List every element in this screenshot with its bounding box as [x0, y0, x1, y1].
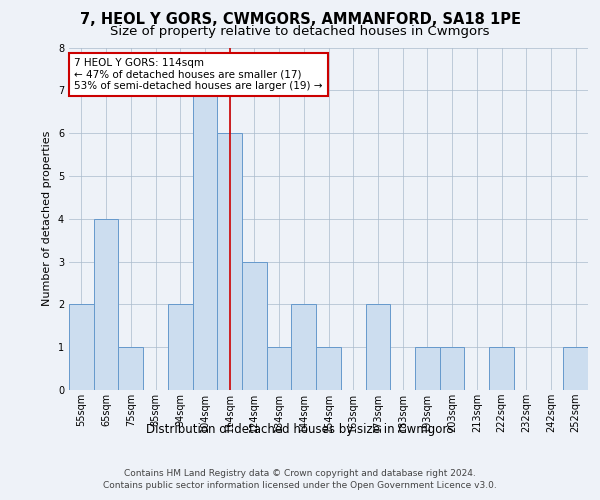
- Bar: [118, 347, 143, 390]
- Bar: [217, 133, 242, 390]
- Text: Contains HM Land Registry data © Crown copyright and database right 2024.: Contains HM Land Registry data © Crown c…: [124, 469, 476, 478]
- Bar: [316, 347, 341, 390]
- Text: Size of property relative to detached houses in Cwmgors: Size of property relative to detached ho…: [110, 25, 490, 38]
- Text: Contains public sector information licensed under the Open Government Licence v3: Contains public sector information licen…: [103, 481, 497, 490]
- Bar: [69, 304, 94, 390]
- Bar: [563, 347, 588, 390]
- Bar: [193, 90, 217, 390]
- Bar: [94, 219, 118, 390]
- Bar: [489, 347, 514, 390]
- Text: 7 HEOL Y GORS: 114sqm
← 47% of detached houses are smaller (17)
53% of semi-deta: 7 HEOL Y GORS: 114sqm ← 47% of detached …: [74, 58, 323, 91]
- Bar: [365, 304, 390, 390]
- Text: 7, HEOL Y GORS, CWMGORS, AMMANFORD, SA18 1PE: 7, HEOL Y GORS, CWMGORS, AMMANFORD, SA18…: [79, 12, 521, 28]
- Text: Distribution of detached houses by size in Cwmgors: Distribution of detached houses by size …: [146, 422, 454, 436]
- Bar: [168, 304, 193, 390]
- Y-axis label: Number of detached properties: Number of detached properties: [43, 131, 52, 306]
- Bar: [267, 347, 292, 390]
- Bar: [440, 347, 464, 390]
- Bar: [415, 347, 440, 390]
- Bar: [292, 304, 316, 390]
- Bar: [242, 262, 267, 390]
